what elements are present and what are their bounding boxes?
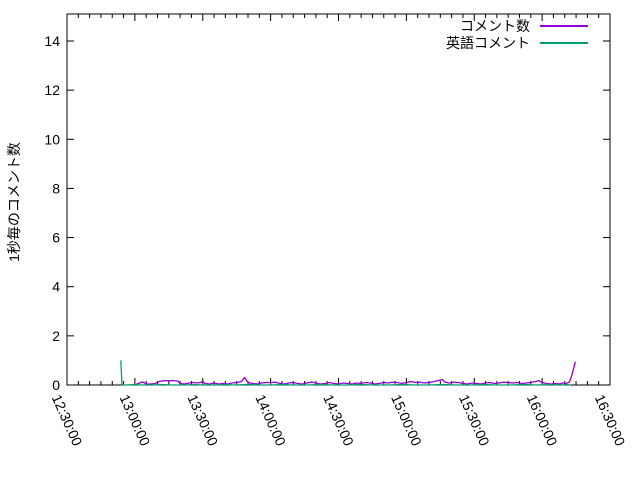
x-tick-label: 15:30:00 bbox=[456, 392, 493, 448]
legend-label-comment-count: コメント数 bbox=[460, 18, 530, 34]
y-tick-label: 8 bbox=[52, 180, 60, 196]
x-tick-label: 13:00:00 bbox=[117, 392, 154, 448]
y-tick-label: 0 bbox=[52, 377, 60, 393]
y-tick-label: 6 bbox=[52, 230, 60, 246]
legend-line-sample-comment-count bbox=[540, 25, 588, 27]
series-line-english-comments bbox=[120, 360, 571, 386]
y-tick-label: 2 bbox=[52, 328, 60, 344]
legend-entry-comment-count: コメント数 bbox=[446, 19, 588, 33]
series-line-comment-count bbox=[135, 361, 577, 386]
y-tick-label: 4 bbox=[52, 279, 60, 295]
x-tick-label: 14:30:00 bbox=[320, 392, 357, 448]
x-tick-label: 13:30:00 bbox=[185, 392, 222, 448]
x-tick-label: 16:00:00 bbox=[524, 392, 561, 448]
y-axis-title: 1秒毎のコメント数 bbox=[6, 142, 22, 262]
legend-line-sample-english-comments bbox=[540, 42, 588, 44]
y-tick-label: 14 bbox=[44, 33, 60, 49]
legend-label-english-comments: 英語コメント bbox=[446, 35, 530, 51]
legend-entry-english-comments: 英語コメント bbox=[446, 36, 588, 50]
x-tick-label: 14:00:00 bbox=[252, 392, 289, 448]
plot-border bbox=[66, 13, 611, 386]
y-tick-label: 10 bbox=[44, 131, 60, 147]
x-tick-label: 16:30:00 bbox=[592, 392, 629, 448]
x-tick-label: 15:00:00 bbox=[388, 392, 425, 448]
legend: コメント数 英語コメント bbox=[446, 19, 588, 50]
y-tick-label: 12 bbox=[44, 82, 60, 98]
x-tick-label: 12:30:00 bbox=[49, 392, 86, 448]
